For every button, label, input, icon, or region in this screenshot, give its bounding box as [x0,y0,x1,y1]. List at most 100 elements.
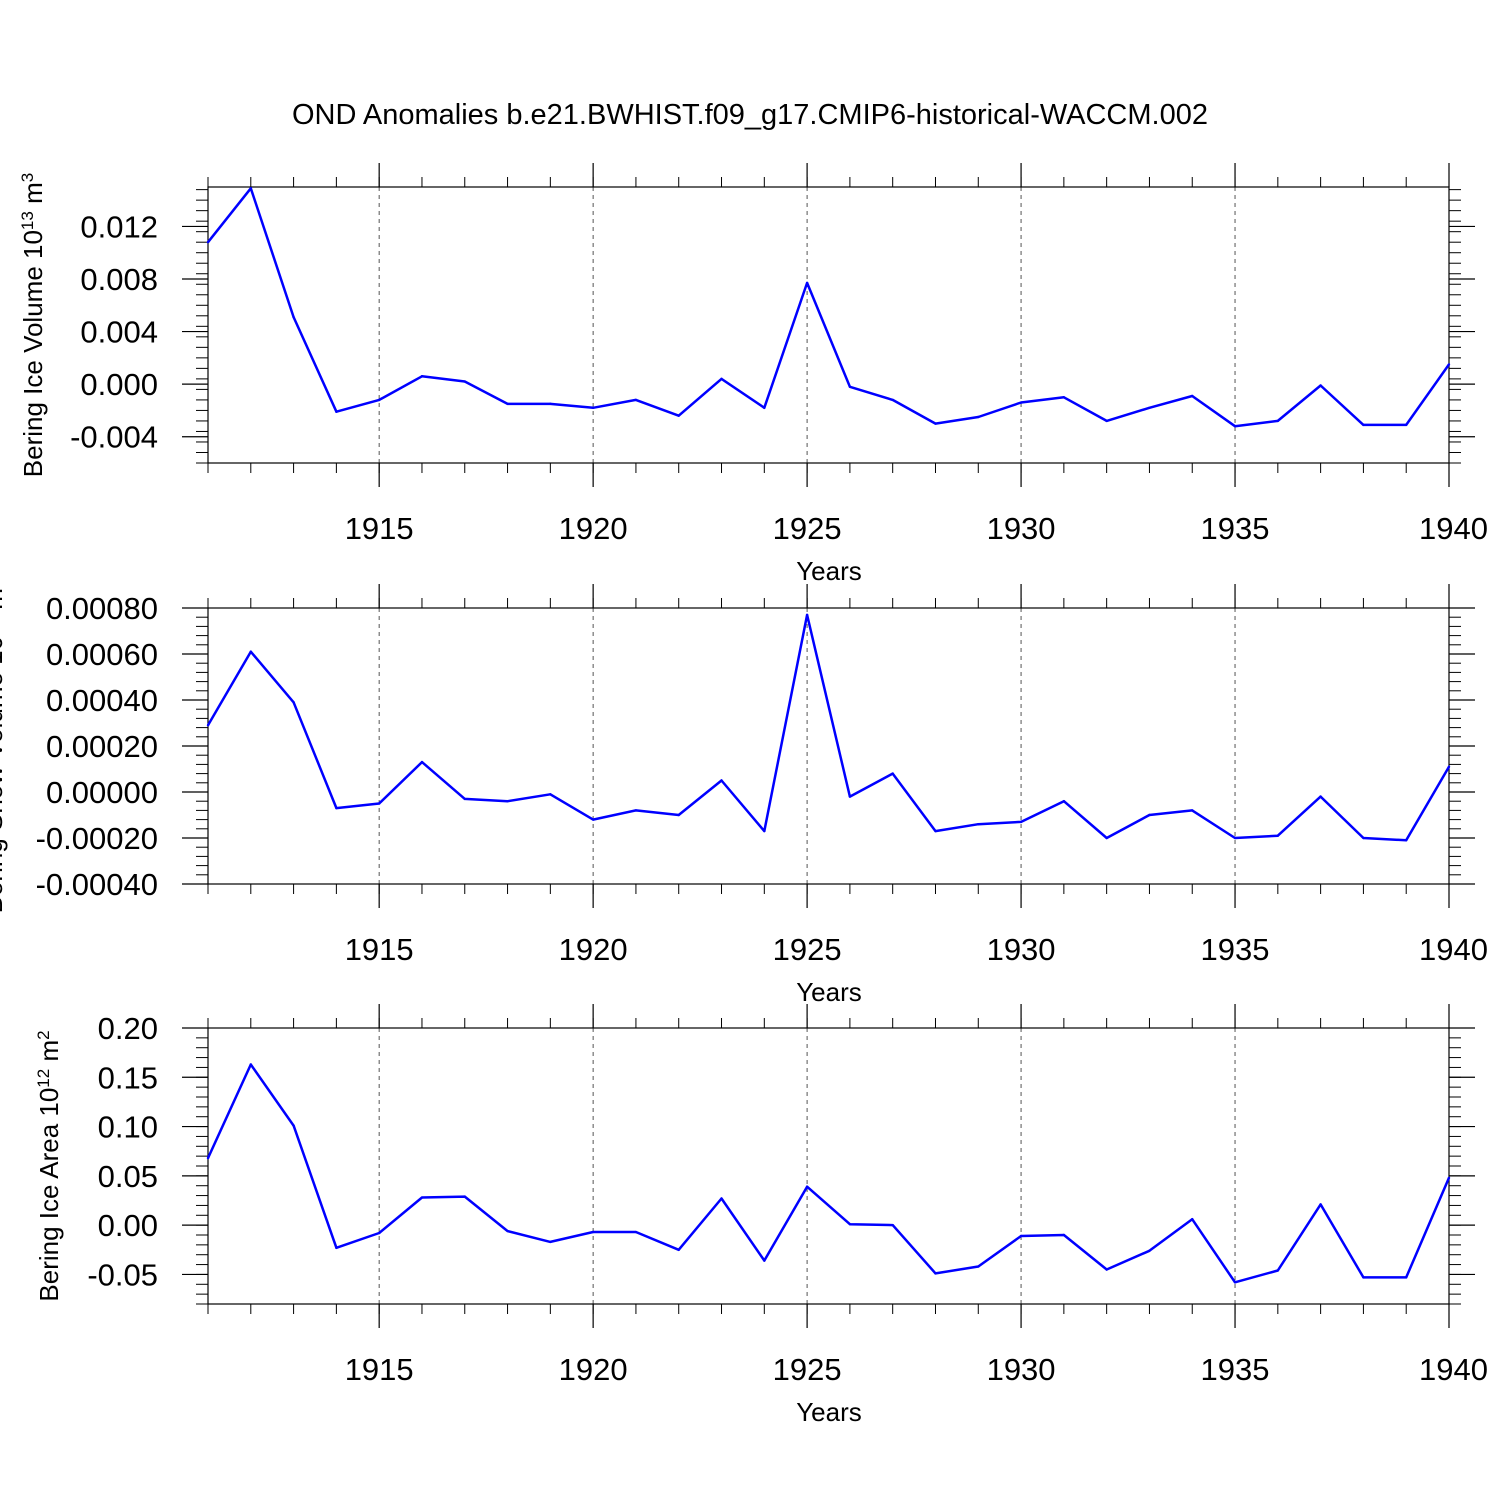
data-point [1233,836,1237,840]
data-point [934,1272,937,1275]
data-point [634,1230,638,1234]
data-point [1019,401,1023,404]
x-tick-label: 1920 [559,1352,628,1387]
data-point [934,422,937,425]
panel-1: 0.012 0.008 0.004 0.000 -0.004 1915 1920 1925 19… [18,163,1488,586]
x-tick-label: 1940 [1419,932,1488,967]
data-point [1105,1268,1108,1271]
data-point [763,406,766,409]
data-point [377,398,381,402]
y-axis-label-exp: 12 [34,1069,53,1088]
y-axis-label-exp: 13 [18,211,37,230]
data-point [1362,836,1365,840]
data-point [591,406,595,409]
data-point [677,414,680,417]
y-axis-label-text: Bering Ice Area [34,1117,64,1302]
data-point [720,377,723,381]
data-point [1276,834,1280,837]
data-point [249,187,252,190]
data-point [206,1156,210,1160]
data-point [549,402,552,406]
data-point [292,701,295,704]
x-tick-label: 1930 [987,932,1056,967]
y-tick-label: 0.00000 [46,775,158,810]
y-axis-label-base: 10 [18,230,48,259]
data-point [1191,809,1194,812]
x-tick-label: 1935 [1201,932,1270,967]
y-tick-label: 0.000 [80,367,158,402]
y-axis-label: Bering Ice Area 1012 m2 [34,1030,65,1301]
panels: 0.012 0.008 0.004 0.000 -0.004 1915 1920 1925 19… [0,163,1488,1427]
data-point [720,1197,723,1200]
data-point [506,800,509,803]
y-tick-label: 0.012 [80,209,158,244]
data-point [1362,423,1365,427]
data-point [292,1124,295,1127]
y-tick-label: -0.05 [87,1257,158,1292]
y-tick-label: 0.00040 [46,683,158,718]
x-axis-label: Years [796,1397,862,1427]
data-point [848,795,852,798]
y-tick-label: 0.15 [98,1060,158,1095]
data-point [977,823,980,826]
data-point [720,779,723,782]
data-point [1447,363,1451,366]
x-axis-label: Years [796,556,862,586]
data-point [292,315,295,319]
data-point [1319,795,1322,798]
data-point [1405,1276,1408,1279]
y-tick-label: -0.00040 [36,867,158,902]
y-axis-label-unit-exp: 2 [34,1030,53,1039]
data-point [977,415,980,419]
data-point [1019,1234,1023,1238]
data-point [1233,425,1237,428]
x-tick-label: 1940 [1419,511,1488,546]
x-tick-label: 1925 [773,932,842,967]
y-tick-label: 0.05 [98,1159,158,1194]
plot-frame [207,1027,1450,1305]
data-point [848,385,852,388]
data-point [1062,1233,1066,1237]
data-point [249,1063,252,1066]
data-point [891,772,894,775]
data-point [634,398,638,402]
data-point [1062,800,1066,803]
data-point [335,1246,338,1250]
data-point [1191,394,1194,398]
data-point [249,650,252,653]
x-tick-label: 1940 [1419,1352,1488,1387]
data-point [677,1248,680,1251]
y-tick-label: 0.20 [98,1011,158,1046]
data-point [677,813,680,817]
y-axis-label-text: Bering Snow Volume [0,665,8,914]
data-point [1233,1281,1237,1284]
y-tick-label: 0.004 [80,315,158,350]
panel-3: 0.20 0.15 0.10 0.05 0.00 -0.05 1915 1920 1925 193… [34,1004,1488,1427]
series-line [207,187,1451,428]
data-point [420,760,424,764]
data-point [1405,423,1408,427]
x-tick-label: 1915 [345,511,414,546]
y-tick-label: 0.008 [80,262,158,297]
y-axis-label-base: 10 [0,636,8,665]
y-axis-label: Bering Snow Volume 1013 m3 [0,579,8,914]
series-line [206,613,1451,842]
data-point [420,1196,424,1199]
data-point [591,818,595,821]
panel-2: 0.00080 0.00060 0.00040 0.00020 0.00000 -0.00… [0,579,1488,1007]
x-tick-label: 1935 [1201,1352,1270,1387]
y-tick-label: -0.00020 [36,821,158,856]
data-point [206,241,210,244]
y-axis-label-unit: m [18,182,48,211]
data-point [506,1229,509,1233]
data-point [506,402,509,406]
x-tick-label: 1930 [987,511,1056,546]
plot-frame [207,186,1450,464]
data-point [634,809,638,812]
data-point [1148,406,1151,409]
data-point [1019,820,1023,824]
data-point [805,1185,809,1188]
data-point [1319,1203,1322,1206]
y-axis-label: Bering Ice Volume 1013 m3 [18,173,49,477]
data-point [1276,419,1280,423]
